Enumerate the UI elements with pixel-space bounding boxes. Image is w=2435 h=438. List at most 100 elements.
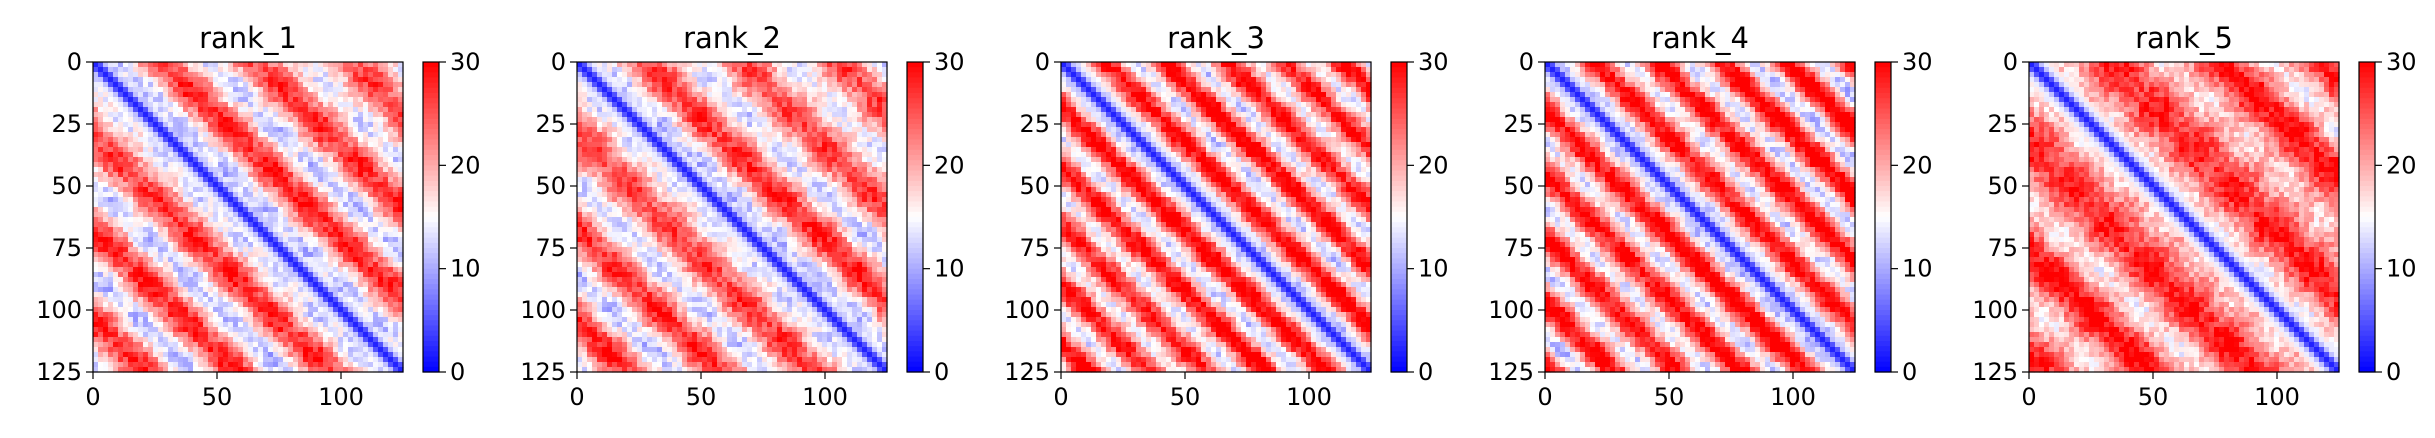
heatmap-cell bbox=[93, 92, 99, 98]
heatmap-cell bbox=[223, 237, 229, 243]
heatmap-cell bbox=[108, 157, 114, 163]
heatmap-cell bbox=[577, 82, 583, 88]
heatmap-cell bbox=[687, 67, 693, 73]
heatmap-cell bbox=[308, 272, 314, 278]
colorbar-segment bbox=[423, 351, 439, 358]
heatmap-cell bbox=[213, 197, 219, 203]
heatmap-cell bbox=[248, 147, 254, 153]
heatmap-cell bbox=[228, 97, 234, 103]
heatmap-cell bbox=[807, 127, 813, 133]
heatmap-cell bbox=[198, 202, 204, 208]
heatmap-cell bbox=[123, 322, 129, 328]
heatmap-cell bbox=[717, 77, 723, 83]
heatmap-cell bbox=[293, 87, 299, 93]
heatmap-cell bbox=[223, 157, 229, 163]
heatmap-cell bbox=[198, 297, 204, 303]
heatmap-cell bbox=[747, 72, 753, 78]
heatmap-cell bbox=[577, 137, 583, 143]
heatmap-cell bbox=[208, 232, 214, 238]
heatmap-cell bbox=[872, 67, 878, 73]
heatmap-cell bbox=[303, 362, 309, 368]
heatmap-cell bbox=[203, 257, 209, 263]
heatmap-cell bbox=[398, 137, 404, 143]
heatmap-cell bbox=[378, 162, 384, 168]
heatmap-cell bbox=[333, 97, 339, 103]
heatmap-cell bbox=[338, 302, 344, 308]
heatmap-cell bbox=[343, 137, 349, 143]
heatmap-cell bbox=[173, 212, 179, 218]
heatmap-cell bbox=[238, 312, 244, 318]
heatmap-cell bbox=[253, 97, 259, 103]
heatmap-cell bbox=[852, 107, 858, 113]
heatmap-cell bbox=[343, 147, 349, 153]
heatmap-cell bbox=[378, 312, 384, 318]
heatmap-cell bbox=[792, 132, 798, 138]
heatmap-cell bbox=[827, 97, 833, 103]
heatmap-cell bbox=[278, 272, 284, 278]
heatmap-cell bbox=[358, 82, 364, 88]
heatmap-cell bbox=[388, 147, 394, 153]
heatmap-cell bbox=[133, 147, 139, 153]
heatmap-cell bbox=[607, 107, 613, 113]
heatmap-cell bbox=[732, 107, 738, 113]
heatmap-cell bbox=[333, 132, 339, 138]
heatmap-cell bbox=[373, 62, 379, 68]
heatmap-cell bbox=[797, 97, 803, 103]
heatmap-cell bbox=[298, 352, 304, 358]
heatmap-cell bbox=[98, 227, 104, 233]
heatmap-cell bbox=[223, 242, 229, 248]
heatmap-cell bbox=[258, 82, 264, 88]
heatmap-cell bbox=[173, 187, 179, 193]
heatmap-cell bbox=[233, 262, 239, 268]
heatmap-cell bbox=[353, 122, 359, 128]
heatmap-cell bbox=[288, 67, 294, 73]
heatmap-cell bbox=[383, 247, 389, 253]
heatmap-cell bbox=[318, 362, 324, 368]
heatmap-cell bbox=[143, 217, 149, 223]
heatmap-cell bbox=[248, 62, 254, 68]
heatmap-cell bbox=[158, 97, 164, 103]
heatmap-cell bbox=[248, 342, 254, 348]
heatmap-cell bbox=[597, 82, 603, 88]
heatmap-cell bbox=[178, 157, 184, 163]
heatmap-cell bbox=[208, 142, 214, 148]
heatmap-cell bbox=[338, 207, 344, 213]
heatmap-cell bbox=[702, 107, 708, 113]
heatmap-cell bbox=[158, 157, 164, 163]
heatmap-cell bbox=[208, 357, 214, 363]
heatmap-cell bbox=[118, 262, 124, 268]
heatmap-cell bbox=[363, 277, 369, 283]
heatmap-cell bbox=[807, 92, 813, 98]
heatmap-cell bbox=[243, 97, 249, 103]
heatmap-cell bbox=[213, 302, 219, 308]
heatmap-cell bbox=[622, 112, 628, 118]
heatmap-cell bbox=[313, 287, 319, 293]
heatmap-cell bbox=[288, 157, 294, 163]
heatmap-cell bbox=[138, 187, 144, 193]
heatmap-cell bbox=[587, 92, 593, 98]
heatmap-cell bbox=[298, 107, 304, 113]
heatmap-cell bbox=[198, 167, 204, 173]
heatmap-cell bbox=[273, 192, 279, 198]
heatmap-cell bbox=[218, 277, 224, 283]
heatmap-cell bbox=[807, 82, 813, 88]
heatmap-cell bbox=[138, 212, 144, 218]
heatmap-cell bbox=[263, 327, 269, 333]
heatmap-cell bbox=[118, 232, 124, 238]
heatmap-cell bbox=[308, 197, 314, 203]
heatmap-cell bbox=[283, 92, 289, 98]
heatmap-cell bbox=[383, 62, 389, 68]
heatmap-cell bbox=[378, 342, 384, 348]
heatmap-cell bbox=[378, 197, 384, 203]
heatmap-cell bbox=[208, 202, 214, 208]
heatmap-cell bbox=[293, 347, 299, 353]
heatmap-cell bbox=[253, 307, 259, 313]
heatmap-cell bbox=[333, 197, 339, 203]
heatmap-cell bbox=[587, 127, 593, 133]
heatmap-cell bbox=[113, 307, 119, 313]
heatmap-cell bbox=[343, 172, 349, 178]
heatmap-cell bbox=[303, 232, 309, 238]
heatmap-cell bbox=[93, 122, 99, 128]
heatmap-cell bbox=[178, 352, 184, 358]
heatmap-cell bbox=[313, 347, 319, 353]
